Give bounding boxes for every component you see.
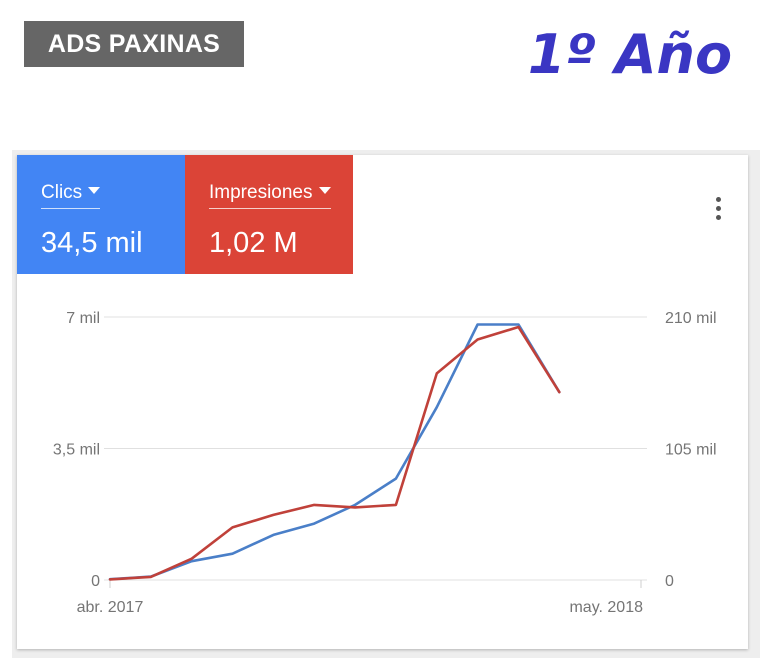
y-left-tick-label: 0 (91, 573, 100, 590)
clicks-metric-value: 34,5 mil (41, 227, 143, 259)
performance-card: Clics 34,5 mil Impresiones 1,02 M 0 0 3,5 … (17, 155, 748, 649)
more-vert-icon[interactable] (707, 195, 731, 225)
site-label: ADS PAXINAS (24, 21, 244, 67)
clicks-metric-selector[interactable]: Clics (41, 181, 101, 209)
dropdown-caret-icon (88, 187, 101, 195)
clicks-metric-label: Clics (41, 182, 83, 203)
impressions-metric-tile[interactable]: Impresiones 1,02 M (185, 155, 353, 274)
line-chart: 0 0 3,5 mil 105 mil 7 mil 210 mil abr. 2017 may… (53, 310, 717, 616)
series-line-impresiones (108, 325, 561, 581)
y-right-tick-label: 0 (665, 573, 674, 590)
y-left-tick-label: 7 mil (66, 310, 100, 327)
y-right-tick-label: 105 mil (665, 442, 717, 459)
y-left-tick-label: 3,5 mil (53, 442, 100, 459)
y-right-tick-label: 210 mil (665, 310, 717, 327)
x-tick-label: may. 2018 (569, 599, 643, 616)
clicks-metric-tile[interactable]: Clics 34,5 mil (17, 155, 185, 274)
impressions-metric-label: Impresiones (209, 182, 313, 203)
year-title: 1º Año (527, 23, 733, 86)
series-line-clics (108, 323, 561, 581)
x-tick-label: abr. 2017 (77, 599, 144, 616)
impressions-metric-value: 1,02 M (209, 227, 298, 259)
impressions-metric-selector[interactable]: Impresiones (209, 181, 331, 209)
dropdown-caret-icon (318, 187, 331, 195)
